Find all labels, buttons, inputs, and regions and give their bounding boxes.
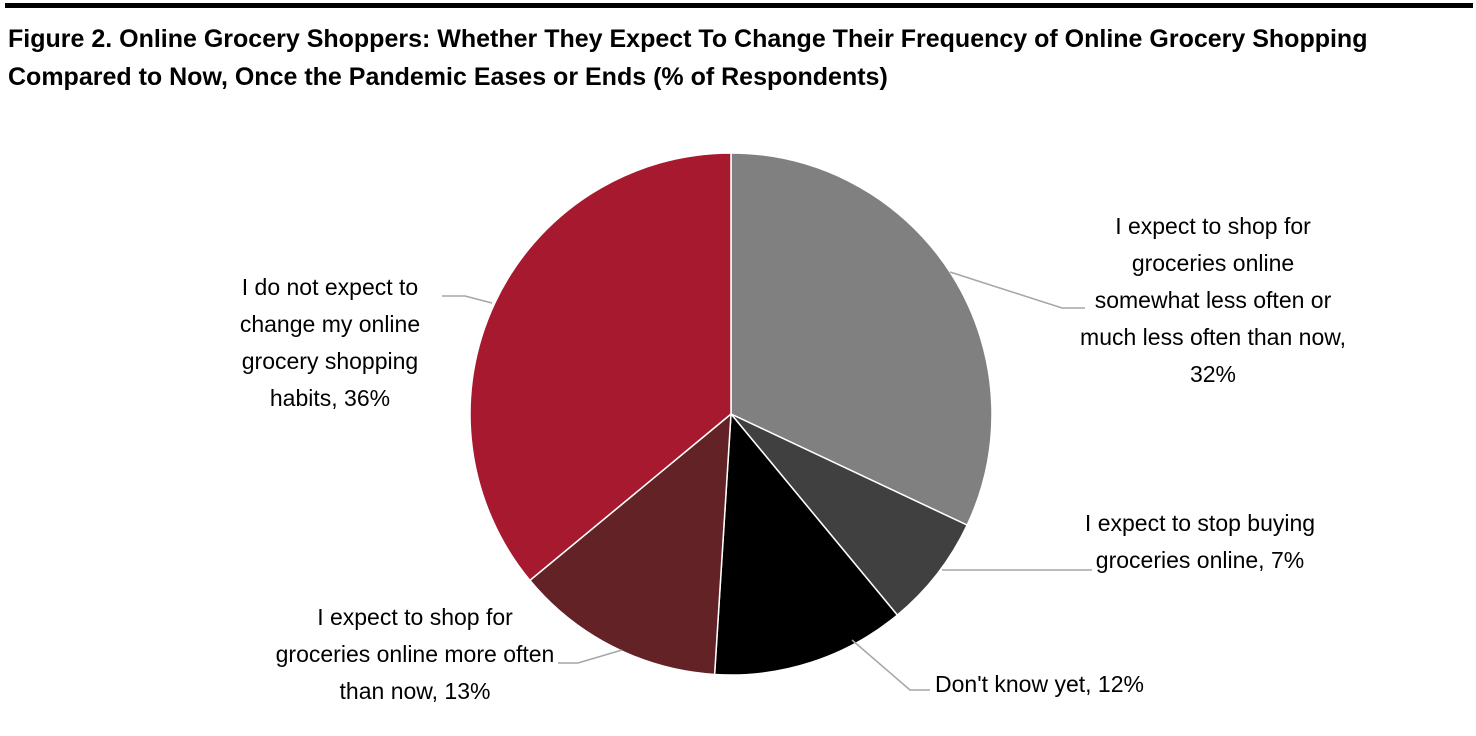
pie-slice: [469, 152, 732, 582]
pie-slice: [730, 152, 993, 527]
leader-line: [949, 271, 1085, 309]
chart-title: Figure 2. Online Grocery Shoppers: Wheth…: [8, 25, 1368, 91]
data-label: I expect to stop buying groceries online…: [1084, 510, 1316, 573]
data-label: I expect to shop for groceries online so…: [1080, 213, 1346, 387]
leader-line: [558, 649, 623, 664]
pie-slice: [730, 413, 969, 617]
pie-slice: [528, 412, 732, 676]
data-label: I do not expect to change my online groc…: [239, 274, 421, 411]
data-label: Don't know yet, 12%: [935, 671, 1144, 697]
data-label: I expect to shop for groceries online mo…: [275, 604, 555, 704]
pie-slice: [713, 412, 899, 676]
leader-line: [851, 639, 930, 691]
top-rule: [5, 3, 1473, 8]
leader-line: [442, 295, 493, 304]
